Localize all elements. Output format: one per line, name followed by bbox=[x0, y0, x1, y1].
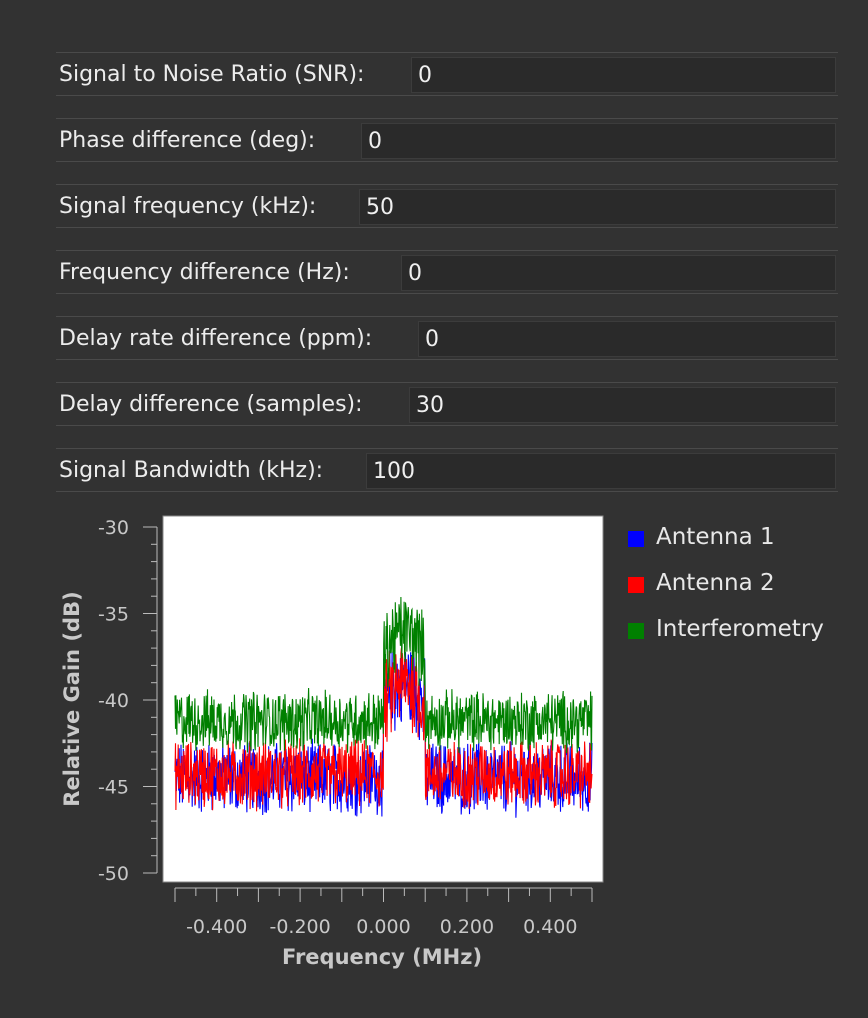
param-input-delay-difference[interactable] bbox=[409, 387, 836, 423]
param-input-phase-difference[interactable] bbox=[361, 123, 836, 159]
param-row-signal-bandwidth: Signal Bandwidth (kHz): bbox=[56, 448, 838, 492]
param-label-snr: Signal to Noise Ratio (SNR): bbox=[59, 62, 365, 87]
param-input-delay-rate-difference[interactable] bbox=[418, 321, 836, 357]
param-row-signal-frequency: Signal frequency (kHz): bbox=[56, 184, 838, 228]
y-axis-title: Relative Gain (dB) bbox=[60, 591, 84, 806]
y-axis: -30 -35 -40 -45 -50 bbox=[98, 517, 158, 885]
legend-label: Interferometry bbox=[656, 616, 824, 642]
param-row-delay-difference: Delay difference (samples): bbox=[56, 382, 838, 426]
y-tick-label: -30 bbox=[98, 517, 129, 539]
x-tick-label: 0.400 bbox=[523, 916, 577, 938]
param-label-frequency-difference: Frequency difference (Hz): bbox=[59, 260, 350, 285]
param-row-phase-difference: Phase difference (deg): bbox=[56, 118, 838, 162]
legend-swatch bbox=[628, 623, 644, 639]
param-input-signal-bandwidth[interactable] bbox=[366, 453, 836, 489]
param-label-delay-difference: Delay difference (samples): bbox=[59, 392, 363, 417]
legend-label: Antenna 1 bbox=[656, 524, 775, 550]
y-tick-label: -35 bbox=[98, 604, 129, 626]
param-row-snr: Signal to Noise Ratio (SNR): bbox=[56, 52, 838, 96]
param-label-delay-rate-difference: Delay rate difference (ppm): bbox=[59, 326, 373, 351]
y-tick-label: -50 bbox=[98, 863, 129, 885]
param-row-delay-rate-difference: Delay rate difference (ppm): bbox=[56, 316, 838, 360]
x-tick-label: -0.400 bbox=[186, 916, 247, 938]
y-tick-label: -40 bbox=[98, 690, 129, 712]
param-label-phase-difference: Phase difference (deg): bbox=[59, 128, 316, 153]
param-input-snr[interactable] bbox=[411, 57, 836, 93]
legend-swatch bbox=[628, 577, 644, 593]
x-tick-label: 0.200 bbox=[440, 916, 494, 938]
trace-interferometry bbox=[174, 596, 593, 754]
spectrum-plot: -30 -35 -40 -45 -50 -0.400 -0.200 0.000 0.200 0.… bbox=[60, 515, 604, 969]
param-label-signal-bandwidth: Signal Bandwidth (kHz): bbox=[59, 458, 324, 483]
param-input-signal-frequency[interactable] bbox=[359, 189, 836, 225]
param-label-signal-frequency: Signal frequency (kHz): bbox=[59, 194, 317, 219]
x-tick-label: -0.200 bbox=[269, 916, 330, 938]
x-axis: -0.400 -0.200 0.000 0.200 0.400 bbox=[174, 887, 593, 938]
x-tick-label: 0.000 bbox=[356, 916, 410, 938]
legend-label: Antenna 2 bbox=[656, 570, 775, 596]
x-axis-title: Frequency (MHz) bbox=[282, 945, 482, 969]
y-tick-label: -45 bbox=[98, 777, 129, 799]
param-input-frequency-difference[interactable] bbox=[401, 255, 836, 291]
param-row-frequency-difference: Frequency difference (Hz): bbox=[56, 250, 838, 294]
legend-swatch bbox=[628, 531, 644, 547]
trace-group bbox=[174, 596, 593, 818]
